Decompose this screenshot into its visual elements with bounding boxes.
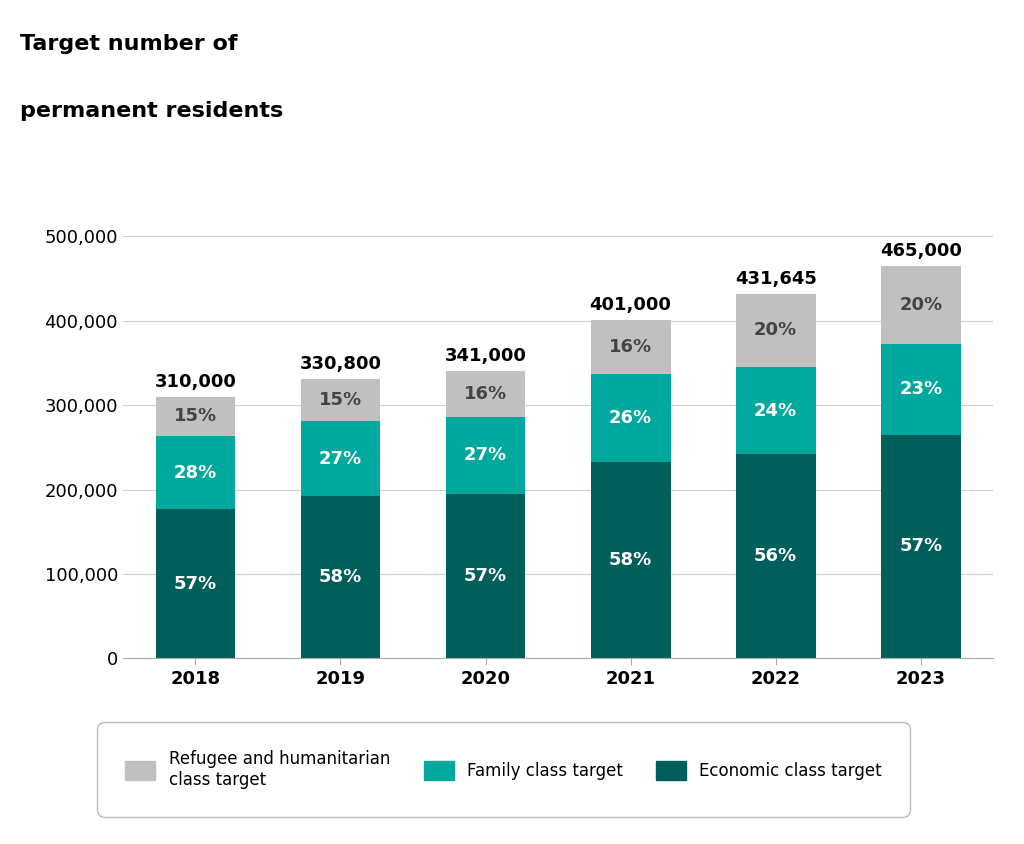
Bar [301, 496, 380, 658]
Bar [591, 320, 671, 374]
Text: 401,000: 401,000 [590, 296, 672, 314]
Text: 57%: 57% [174, 575, 217, 592]
Text: 465,000: 465,000 [880, 242, 962, 260]
Text: Target number of: Target number of [20, 34, 238, 54]
Bar [881, 344, 961, 435]
Text: 58%: 58% [609, 551, 652, 569]
Text: 431,645: 431,645 [735, 270, 816, 288]
Text: 15%: 15% [318, 391, 362, 409]
Text: 57%: 57% [464, 567, 507, 585]
Text: 57%: 57% [899, 538, 942, 555]
Bar [445, 371, 525, 417]
Bar [445, 495, 525, 658]
Bar [301, 379, 380, 421]
Bar [156, 509, 236, 658]
Text: 330,800: 330,800 [299, 355, 382, 373]
Bar [591, 374, 671, 462]
Text: 15%: 15% [174, 408, 217, 425]
Text: 23%: 23% [899, 381, 942, 398]
Text: 24%: 24% [754, 402, 798, 419]
Text: 27%: 27% [464, 446, 507, 464]
Bar [156, 397, 236, 436]
Text: 310,000: 310,000 [155, 373, 237, 391]
Bar [881, 435, 961, 658]
Bar [736, 367, 815, 454]
Text: 27%: 27% [318, 450, 362, 468]
Bar [736, 294, 815, 367]
Text: 20%: 20% [754, 322, 798, 339]
Bar [881, 266, 961, 344]
Bar [736, 454, 815, 658]
Bar [445, 417, 525, 495]
Bar [301, 421, 380, 496]
Text: 58%: 58% [318, 568, 362, 587]
Text: 56%: 56% [754, 547, 798, 565]
Text: 16%: 16% [464, 385, 507, 403]
Text: permanent residents: permanent residents [20, 101, 284, 122]
Bar [156, 436, 236, 509]
Text: 28%: 28% [174, 463, 217, 482]
Bar [591, 462, 671, 658]
Text: 341,000: 341,000 [444, 347, 526, 365]
Legend: Refugee and humanitarian
class target, Family class target, Economic class targe: Refugee and humanitarian class target, F… [105, 730, 902, 809]
Text: 20%: 20% [899, 296, 942, 314]
Text: 16%: 16% [609, 338, 652, 356]
Text: 26%: 26% [609, 409, 652, 427]
